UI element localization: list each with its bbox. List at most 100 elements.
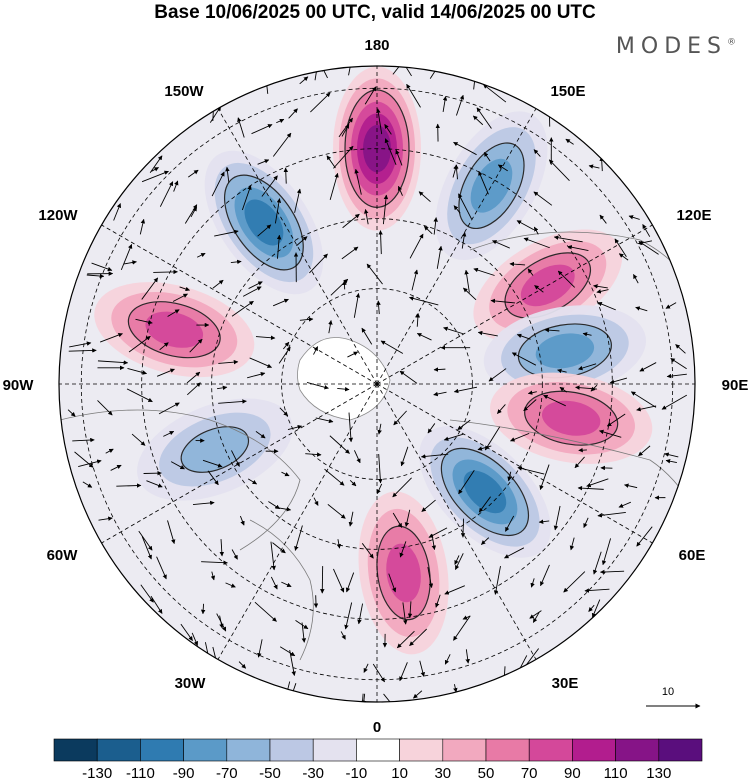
colorbar-swatch xyxy=(269,738,314,762)
wind-vector xyxy=(534,285,544,293)
wind-vector xyxy=(557,270,576,288)
wind-vector xyxy=(180,623,193,641)
wind-vector xyxy=(523,237,550,249)
wind-vector xyxy=(340,631,346,640)
wind-vector xyxy=(633,274,639,284)
colorbar-swatch xyxy=(615,738,660,762)
wind-vector xyxy=(516,220,535,231)
wind-vector xyxy=(473,267,495,276)
colorbar-swatch xyxy=(442,738,487,762)
wind-vector xyxy=(328,320,333,334)
wind-vector xyxy=(563,571,586,593)
wind-vector xyxy=(309,253,328,274)
wind-vector xyxy=(384,138,397,165)
wind-vector xyxy=(675,344,686,354)
meridian-line xyxy=(376,383,653,544)
wind-vector xyxy=(477,330,498,337)
wind-vector xyxy=(348,66,354,76)
colorbar-label: 50 xyxy=(478,765,495,782)
colorbar-swatch xyxy=(572,738,616,762)
wind-vector xyxy=(606,413,626,427)
wind-vector xyxy=(588,164,600,169)
wind-vector xyxy=(504,547,525,559)
wind-vector xyxy=(231,549,238,560)
wind-vector xyxy=(639,362,657,372)
wind-vector xyxy=(67,409,76,417)
wind-vector xyxy=(241,185,252,211)
colorbar-label: -130 xyxy=(82,765,112,782)
wind-vector xyxy=(191,632,199,646)
wind-vector xyxy=(149,155,163,173)
wind-vector xyxy=(527,268,534,276)
wind-vector xyxy=(407,601,413,619)
wind-vector xyxy=(453,141,477,156)
wind-vector xyxy=(156,368,175,377)
wind-vector xyxy=(532,611,540,623)
wind-vector xyxy=(281,471,290,477)
wind-vector xyxy=(413,690,423,699)
wind-vector xyxy=(481,537,490,545)
wind-vector xyxy=(397,185,403,196)
wind-vector xyxy=(219,539,225,557)
wind-vector xyxy=(225,166,230,183)
wind-vector xyxy=(423,225,433,235)
wind-vector xyxy=(578,363,597,371)
wind-vector xyxy=(98,516,113,521)
anomaly-contour xyxy=(463,470,507,514)
wind-vector xyxy=(301,622,307,643)
brand-logo: MODES® xyxy=(616,34,736,59)
wind-vector xyxy=(363,663,369,673)
wind-vector xyxy=(397,630,415,649)
wind-vector xyxy=(218,359,239,365)
meridian-line xyxy=(376,108,537,385)
wind-vector xyxy=(484,426,501,451)
wind-vector xyxy=(247,371,266,379)
wind-vector xyxy=(329,435,350,454)
wind-vector xyxy=(428,527,448,538)
map-border xyxy=(58,65,696,703)
anomaly-contour xyxy=(244,199,284,246)
wind-vector xyxy=(380,340,404,354)
wind-vector xyxy=(584,588,610,593)
wind-vector xyxy=(599,569,625,575)
wind-vector xyxy=(272,298,289,307)
wind-vector xyxy=(533,149,541,157)
wind-vector xyxy=(433,391,447,397)
wind-vector xyxy=(126,388,153,403)
wind-vector xyxy=(472,115,484,126)
wind-vector xyxy=(353,293,361,318)
wind-vector xyxy=(538,519,550,524)
wind-vector xyxy=(354,168,362,195)
wind-vector xyxy=(113,203,122,221)
wind-vector xyxy=(337,386,350,392)
anomaly-layer xyxy=(94,66,653,655)
wind-vector xyxy=(99,332,123,343)
map-disc xyxy=(59,66,695,702)
wind-vector xyxy=(184,204,198,224)
wind-vector xyxy=(69,341,92,348)
wind-vector xyxy=(399,541,407,558)
wind-vector xyxy=(454,555,460,565)
wind-vector xyxy=(463,287,477,301)
wind-vector xyxy=(270,541,276,571)
wind-vector xyxy=(586,478,609,488)
wind-vector xyxy=(366,263,383,285)
wind-vector xyxy=(167,520,176,545)
latitude-circle xyxy=(211,218,543,550)
wind-vector xyxy=(231,450,240,467)
wind-vector xyxy=(383,693,401,702)
wind-vector xyxy=(575,385,597,390)
wind-vector xyxy=(348,511,354,527)
colorbar-swatch xyxy=(399,738,444,762)
wind-vector xyxy=(419,660,425,677)
wind-vector xyxy=(163,430,175,437)
wind-vector xyxy=(326,155,336,169)
wind-vector xyxy=(74,451,94,468)
wind-vector xyxy=(313,497,319,506)
wind-vector xyxy=(91,262,113,272)
anomaly-contour xyxy=(535,333,595,369)
wind-vector xyxy=(642,224,651,237)
colorbar-label: -10 xyxy=(346,765,368,782)
wind-vector xyxy=(402,602,408,625)
